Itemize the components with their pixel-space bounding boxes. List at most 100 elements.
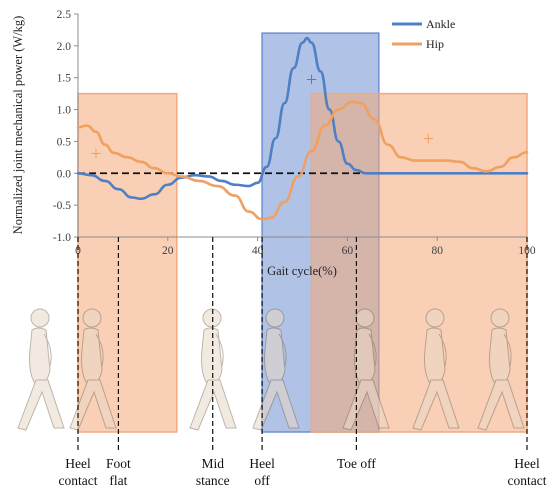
walker-figure <box>189 308 237 431</box>
walker-torso <box>29 327 51 383</box>
walking-figures <box>17 308 525 431</box>
walker-legs <box>69 379 117 431</box>
walker-figure <box>342 308 390 431</box>
walker-arm <box>368 333 377 367</box>
x-tick-label: 100 <box>518 245 536 257</box>
y-tick-label: 1.5 <box>57 73 72 85</box>
event-label: stance <box>196 473 230 488</box>
data-point-ankle <box>526 172 528 174</box>
data-point-ankle <box>319 70 322 72</box>
walker-legs <box>17 379 65 431</box>
data-point-ankle <box>391 172 393 174</box>
walker-torso <box>424 327 446 383</box>
walker-legs <box>477 379 525 431</box>
data-point-hip <box>270 217 272 219</box>
event-label: Heel <box>514 456 540 471</box>
data-point-hip <box>126 156 128 158</box>
data-point-ankle <box>207 175 209 178</box>
walker-head <box>425 308 445 328</box>
data-point-hip <box>472 167 474 169</box>
data-point-hip <box>198 180 200 182</box>
event-label: contact <box>59 473 98 488</box>
data-point-hip <box>113 152 115 154</box>
data-point-ankle <box>104 180 106 182</box>
y-axis-label: Normalized joint mechanical power (W/kg) <box>11 16 25 235</box>
walker-figure <box>252 308 300 431</box>
data-point-hip <box>324 124 326 127</box>
y-tick-label: 0.0 <box>57 168 72 180</box>
data-point-hip <box>167 172 169 174</box>
event-label: Toe off <box>337 456 376 471</box>
data-point-ankle <box>221 180 223 182</box>
walker-arm <box>503 333 512 367</box>
y-tick-label: 2.5 <box>57 9 72 21</box>
data-point-ankle <box>346 163 348 165</box>
data-point-ankle <box>301 42 304 44</box>
x-axis-label: Gait cycle(%) <box>267 264 337 278</box>
walker-head <box>490 308 510 328</box>
data-point-hip <box>283 201 286 203</box>
legend: Ankle Hip <box>392 17 455 51</box>
data-point-ankle <box>306 37 308 39</box>
data-point-ankle <box>265 166 268 168</box>
walker-arm <box>278 333 287 367</box>
data-point-hip <box>234 194 236 197</box>
data-point-ankle <box>77 172 79 174</box>
data-point-hip <box>427 159 429 162</box>
data-point-hip <box>351 101 353 103</box>
walker-figure <box>477 308 525 431</box>
data-point-hip <box>153 167 155 169</box>
data-point-hip <box>216 185 218 187</box>
phase-regions <box>77 32 528 433</box>
plus-markers: + + + <box>90 69 434 165</box>
data-point-ankle <box>234 184 236 186</box>
data-point-ankle <box>373 172 375 174</box>
data-point-ankle <box>328 108 331 111</box>
data-point-ankle <box>274 137 277 139</box>
legend-label-hip: Hip <box>426 37 444 51</box>
data-point-ankle <box>257 182 259 184</box>
walker-head <box>30 308 50 328</box>
data-point-hip <box>414 159 416 162</box>
x-tick-label: 80 <box>431 245 443 257</box>
data-point-hip <box>526 151 528 153</box>
data-point-ankle <box>310 42 313 44</box>
legend-label-ankle: Ankle <box>426 17 455 31</box>
data-point-ankle <box>355 169 357 171</box>
data-point-hip <box>337 108 340 111</box>
walker-torso <box>264 327 286 383</box>
data-point-ankle <box>364 172 366 174</box>
data-point-hip <box>459 161 461 163</box>
data-point-hip <box>310 150 313 152</box>
data-point-ankle <box>194 174 196 176</box>
walker-head <box>355 308 375 328</box>
walker-figure <box>17 308 65 431</box>
y-tick-label: 0.5 <box>57 136 72 148</box>
data-point-hip <box>77 126 79 129</box>
walker-torso <box>489 327 511 383</box>
walker-arm <box>438 333 447 367</box>
data-point-hip <box>95 131 97 133</box>
walker-legs <box>342 379 390 431</box>
data-point-hip <box>512 156 515 158</box>
walker-head <box>265 308 285 328</box>
walker-torso <box>201 327 223 383</box>
x-tick-label: 0 <box>75 245 81 257</box>
walker-figure <box>412 308 460 431</box>
data-point-hip <box>387 144 389 146</box>
y-tick-label: 1.0 <box>57 105 72 117</box>
data-point-hip <box>180 175 182 178</box>
event-label: Heel <box>249 456 275 471</box>
data-point-ankle <box>283 102 286 104</box>
data-point-ankle <box>167 184 169 186</box>
walker-head <box>82 308 102 328</box>
series-lines <box>76 36 529 221</box>
data-point-ankle <box>131 196 133 199</box>
data-point-hip <box>499 166 501 168</box>
walker-head <box>202 308 222 328</box>
x-tick-label: 40 <box>252 245 264 257</box>
data-point-hip <box>445 159 447 162</box>
gait-event-lines: Heel contact Foot flat Mid stance Heel off Toe o… <box>59 237 547 488</box>
data-point-hip <box>261 218 263 220</box>
walker-figure <box>69 308 117 431</box>
